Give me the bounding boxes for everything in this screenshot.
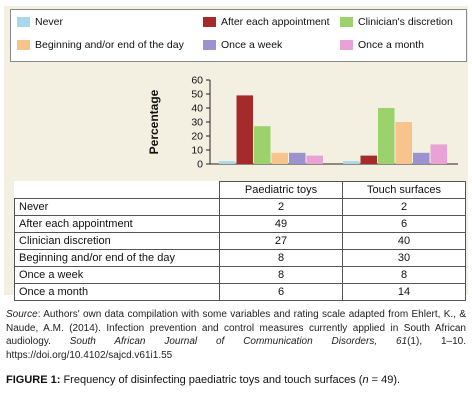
source-lead: Source	[6, 309, 38, 320]
legend-label-clinicians-discretion: Clinician's discretion	[358, 16, 453, 28]
bar-beginning-and-or-end-of-the-day-paediatric-toys	[271, 152, 288, 164]
table-corner	[14, 181, 220, 199]
y-tick-label-20: 20	[191, 131, 203, 143]
data-label-clinician-discretion-paediatric-toys: 27	[219, 232, 343, 250]
caption-n-symbol: n	[362, 374, 369, 386]
bar-once-a-month-paediatric-toys	[306, 155, 323, 164]
bar-beginning-and-or-end-of-the-day-touch-surfaces	[395, 122, 412, 164]
table-row: Beginning and/or end of the day 8 30	[14, 249, 466, 267]
source-text-1: : Authors' own data compilation with som…	[6, 309, 466, 347]
bar-never-touch-surfaces	[343, 161, 360, 164]
bar-after-each-appointment-paediatric-toys	[236, 95, 253, 164]
legend-label-once-a-week: Once a week	[221, 39, 283, 51]
data-label-beginning-end-of-day-touch-surfaces: 30	[342, 249, 466, 267]
data-label-after-each-appointment-paediatric-toys: 49	[219, 215, 343, 233]
bar-once-a-week-paediatric-toys	[289, 152, 306, 164]
table-header-row: Paediatric toys Touch surfaces	[14, 181, 466, 199]
caption-n-text: = 49).	[368, 374, 401, 386]
data-label-once-a-week-paediatric-toys: 8	[219, 266, 343, 284]
bar-once-a-week-touch-surfaces	[413, 152, 430, 164]
bar-clinician-s-discretion-paediatric-toys	[254, 126, 271, 164]
legend-swatch-once-a-week	[203, 40, 216, 50]
source-journal: South African Journal of Communication D…	[69, 336, 408, 347]
data-label-never-paediatric-toys: 2	[219, 198, 343, 216]
category-label-touch-surfaces: Touch surfaces	[342, 181, 466, 199]
data-label-once-a-week-touch-surfaces: 8	[342, 266, 466, 284]
row-label-once-a-month: Once a month	[14, 283, 220, 301]
bar-clinician-s-discretion-touch-surfaces	[378, 108, 395, 164]
bar-once-a-month-touch-surfaces	[430, 144, 447, 164]
legend-label-never: Never	[35, 16, 64, 28]
legend-label-once-a-month: Once a month	[358, 39, 424, 51]
source-note: Source: Authors' own data compilation wi…	[6, 308, 466, 362]
data-table: Paediatric toys Touch surfaces Never 2 2…	[14, 181, 466, 301]
data-label-clinician-discretion-touch-surfaces: 40	[342, 232, 466, 250]
data-label-after-each-appointment-touch-surfaces: 6	[342, 215, 466, 233]
y-tick-label-50: 50	[191, 89, 203, 101]
legend-swatch-once-a-month	[340, 40, 353, 50]
table-row: Once a month 6 14	[14, 283, 466, 301]
row-label-once-a-week: Once a week	[14, 266, 220, 284]
row-label-after-each-appointment: After each appointment	[14, 215, 220, 233]
legend-item-never: Never	[17, 15, 63, 29]
table-row: Clinician discretion 27 40	[14, 232, 466, 250]
y-tick-label-10: 10	[191, 145, 203, 157]
row-label-never: Never	[14, 198, 220, 216]
legend-label-beginning-end-of-day: Beginning and/or end of the day	[35, 39, 184, 51]
data-label-once-a-month-touch-surfaces: 14	[342, 283, 466, 301]
table-row: Once a week 8 8	[14, 266, 466, 284]
plot-area: 0 10 20 30 40 50 60	[191, 75, 458, 171]
legend-swatch-clinicians-discretion	[340, 17, 353, 27]
legend-item-once-a-week: Once a week	[203, 38, 282, 52]
legend-item-beginning-end-of-day: Beginning and/or end of the day	[17, 38, 184, 52]
caption-text: Frequency of disinfecting paediatric toy…	[60, 374, 363, 386]
y-tick-label-0: 0	[197, 159, 203, 171]
y-tick-label-40: 40	[191, 103, 203, 115]
y-tick-label-30: 30	[191, 117, 203, 129]
data-label-once-a-month-paediatric-toys: 6	[219, 283, 343, 301]
table-row: After each appointment 49 6	[14, 215, 466, 233]
legend-swatch-never	[17, 17, 30, 27]
legend-label-after-each-appointment: After each appointment	[221, 16, 330, 28]
data-label-never-touch-surfaces: 2	[342, 198, 466, 216]
category-label-paediatric-toys: Paediatric toys	[219, 181, 343, 199]
y-axis-label: Percentage	[147, 89, 161, 154]
legend-item-after-each-appointment: After each appointment	[203, 15, 330, 29]
figure-caption: FIGURE 1: Frequency of disinfecting paed…	[6, 374, 468, 386]
chart-legend: Never After each appointment Clinician's…	[10, 9, 467, 62]
legend-item-once-a-month: Once a month	[340, 38, 424, 52]
table-row: Never 2 2	[14, 198, 466, 216]
y-tick-label-60: 60	[191, 75, 203, 87]
legend-item-clinicians-discretion: Clinician's discretion	[340, 15, 453, 29]
bar-after-each-appointment-touch-surfaces	[360, 155, 377, 164]
row-label-beginning-end-of-day: Beginning and/or end of the day	[14, 249, 220, 267]
legend-swatch-beginning-end-of-day	[17, 40, 30, 50]
row-label-clinician-discretion: Clinician discretion	[14, 232, 220, 250]
source-text-2: (1), 1–10. https://doi.org/10.4102/sajcd…	[6, 336, 466, 361]
data-label-beginning-end-of-day-paediatric-toys: 8	[219, 249, 343, 267]
bar-never-paediatric-toys	[219, 161, 236, 164]
caption-label: FIGURE 1:	[6, 374, 61, 386]
legend-swatch-after-each-appointment	[203, 17, 216, 27]
